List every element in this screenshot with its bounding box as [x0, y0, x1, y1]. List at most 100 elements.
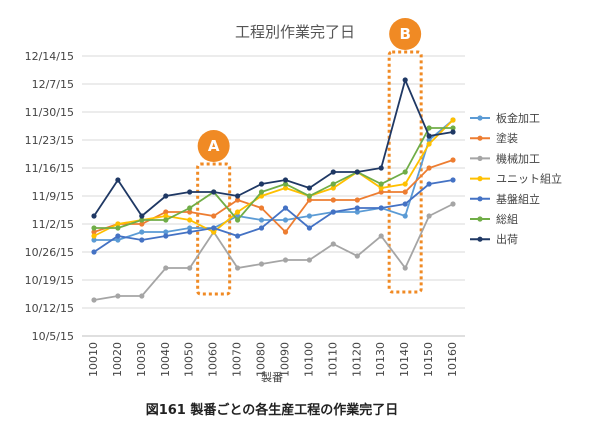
data-point [402, 189, 408, 195]
data-point [450, 125, 456, 131]
data-point [426, 137, 432, 143]
data-point [402, 77, 408, 83]
x-tick-label: 10080 [255, 342, 268, 377]
legend-swatch-point [477, 236, 483, 242]
series-機械加工 [91, 201, 456, 303]
data-point [187, 217, 193, 223]
data-point [235, 265, 241, 271]
x-tick-label: 10030 [135, 342, 148, 377]
data-point [450, 129, 456, 135]
annotation-badge [197, 130, 230, 162]
data-point [258, 181, 265, 187]
data-point [163, 217, 169, 223]
data-point [139, 229, 145, 235]
data-point [306, 257, 312, 263]
data-point [306, 197, 312, 203]
series-line [93, 77, 454, 218]
data-point [450, 117, 456, 123]
data-point [187, 209, 193, 215]
data-point [354, 253, 360, 259]
data-point [163, 213, 169, 219]
y-tick-label: 11/9/15 [32, 190, 74, 203]
grid [82, 55, 465, 337]
data-point [402, 181, 408, 187]
legend-label: 機械加工 [496, 151, 540, 165]
data-point [139, 293, 145, 299]
data-point [330, 169, 336, 175]
data-point [211, 229, 217, 235]
x-axis-label: 製番 [261, 370, 283, 384]
data-point [115, 237, 121, 243]
series-基盤組立 [91, 177, 456, 255]
series-line [94, 127, 453, 229]
data-point [354, 209, 360, 215]
data-point [306, 193, 312, 199]
x-tick-label: 10110 [326, 342, 339, 377]
data-point [282, 205, 289, 211]
annotation-badge [389, 18, 422, 50]
data-point [163, 233, 169, 239]
annotation-label: B [399, 25, 410, 43]
data-point [378, 189, 384, 195]
data-point [330, 181, 336, 187]
annotation-boxes [196, 50, 423, 296]
data-point [187, 265, 193, 271]
series-総組 [91, 125, 456, 231]
data-point [282, 217, 289, 223]
y-tick-label: 10/26/15 [25, 246, 74, 259]
data-point [330, 241, 336, 247]
y-tick-label: 12/14/15 [25, 50, 74, 63]
data-point [139, 221, 145, 227]
data-point [187, 225, 193, 231]
x-tick-label: 10120 [350, 342, 363, 377]
axes: 10/5/15 10/12/15 10/19/15 10/26/15 11/2/15 11… [25, 50, 459, 377]
data-point [258, 225, 265, 231]
data-point [330, 209, 336, 215]
data-point [235, 193, 241, 199]
y-tick-label: 11/30/15 [25, 106, 74, 119]
series-line [93, 119, 454, 237]
data-point [426, 165, 432, 171]
x-tick-label: 10090 [278, 342, 291, 377]
annotation-box [196, 162, 232, 296]
data-point [426, 181, 432, 187]
legend-label: 塗装 [496, 131, 518, 145]
data-point [402, 201, 408, 207]
x-tick-label: 10040 [159, 342, 172, 377]
legend-swatch-point [477, 176, 483, 182]
data-point [91, 213, 97, 219]
data-point [187, 189, 193, 195]
data-point [426, 141, 432, 147]
x-tick-label: 10160 [446, 342, 459, 377]
legend-label: ユニット組立 [496, 172, 562, 186]
legend-swatch-point [477, 155, 483, 161]
data-point [306, 225, 312, 231]
data-point [115, 233, 121, 239]
x-tick-label: 10060 [207, 342, 220, 377]
data-point [306, 213, 312, 219]
x-tick-label: 10070 [231, 342, 244, 377]
legend-swatch-point [477, 135, 483, 141]
data-point [330, 197, 336, 203]
data-point [402, 213, 408, 219]
legend-label: 板金加工 [496, 111, 540, 125]
x-tick-label: 10050 [183, 342, 196, 377]
data-point [163, 209, 169, 215]
data-point [258, 217, 265, 223]
x-tick-label: 10100 [302, 342, 315, 377]
data-point [354, 197, 360, 203]
data-point [139, 213, 145, 219]
y-tick-label: 10/12/15 [25, 302, 74, 315]
data-point [378, 165, 384, 171]
data-point [187, 229, 193, 235]
legend-swatch-point [477, 216, 483, 222]
data-point [115, 225, 121, 231]
legend-label: 基盤組立 [496, 192, 540, 206]
x-tick-label: 10130 [374, 342, 387, 377]
data-point [115, 293, 121, 299]
y-tick-label: 10/5/15 [32, 330, 74, 343]
data-point [450, 201, 456, 207]
annotation-label: A [208, 137, 220, 155]
